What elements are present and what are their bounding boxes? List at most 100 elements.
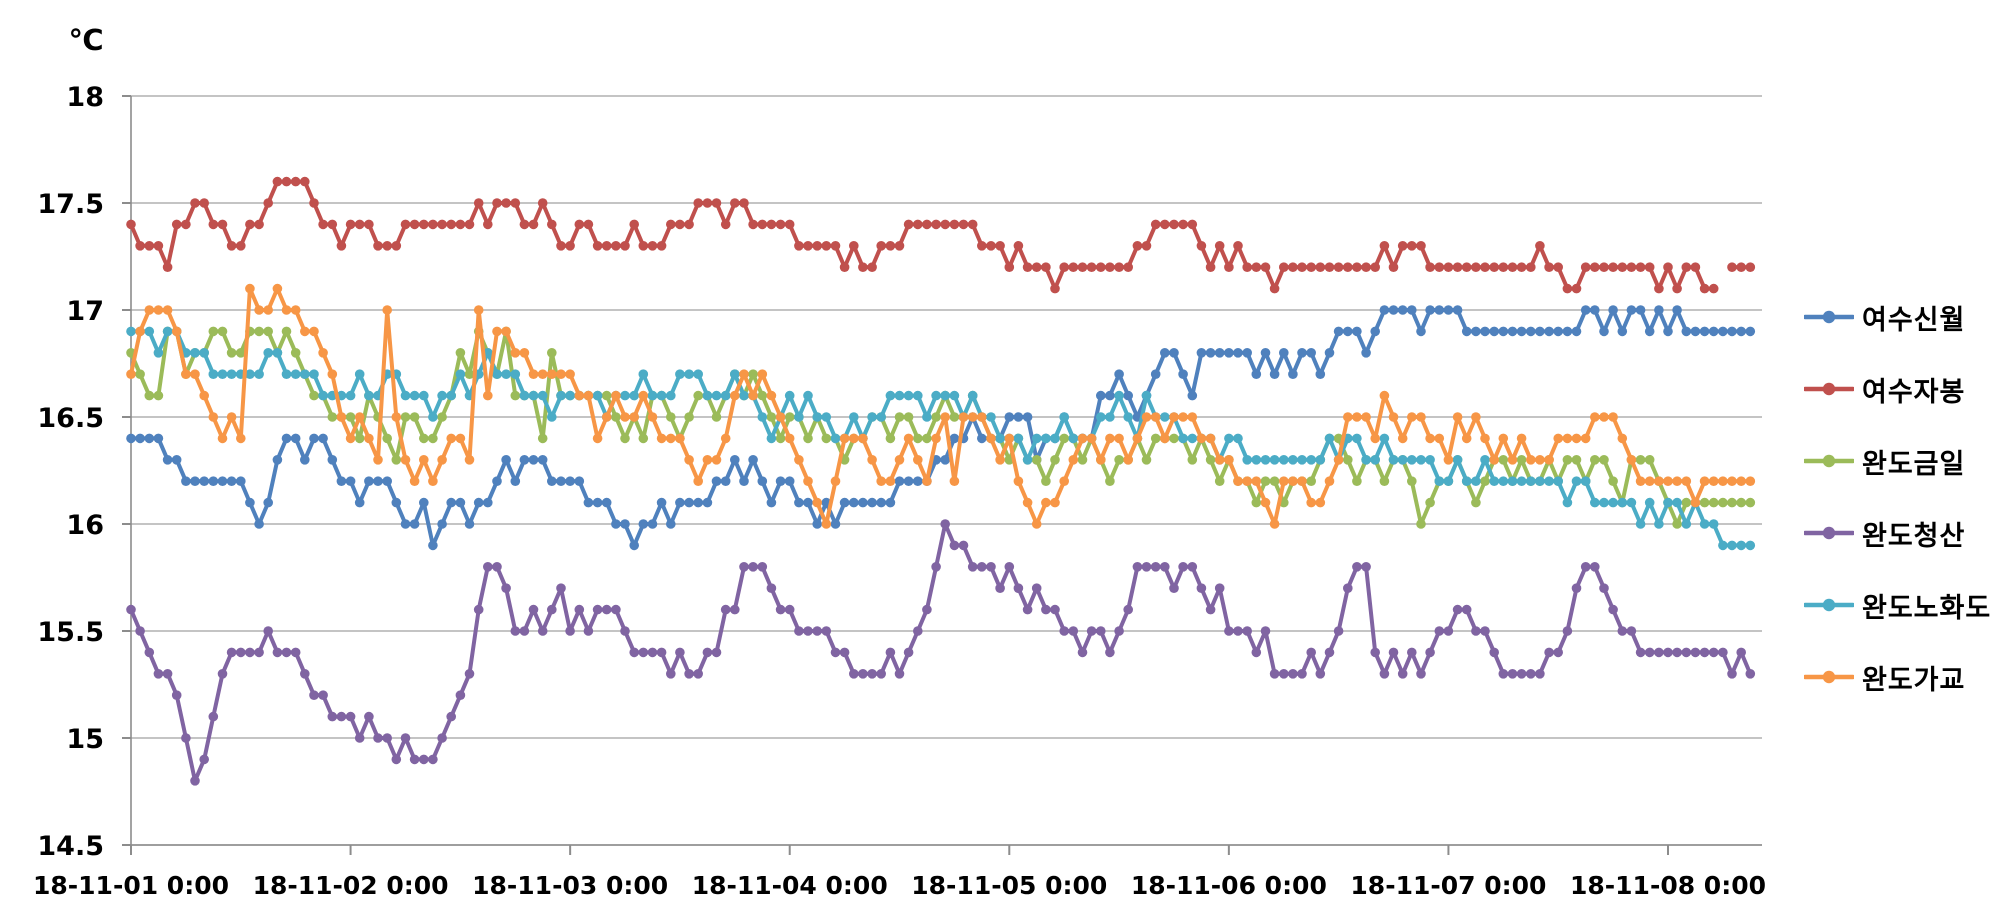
series-marker [629,412,639,422]
series-marker [592,390,603,401]
series-marker [1361,348,1371,358]
series-marker [1480,262,1490,273]
series-marker [803,626,813,636]
legend-item-1: 여수자봉 [1804,353,2009,425]
series-marker [1672,519,1682,529]
series-marker [949,433,960,444]
series-marker [1114,390,1124,401]
series-marker [1471,476,1481,487]
series-marker [382,305,393,315]
series-marker [400,519,411,529]
series-marker [1580,262,1591,273]
series-marker [1379,669,1390,679]
series-marker [409,219,420,230]
series-marker [1535,669,1545,679]
series-marker [290,369,301,380]
series-marker [144,433,155,444]
series-marker [327,412,338,422]
series-marker [1699,647,1710,658]
series-marker [1452,412,1463,422]
series-marker [1343,455,1353,465]
series-marker [318,219,328,230]
series-marker [528,390,539,401]
series-marker [1352,433,1362,444]
series-marker [290,348,301,358]
series-marker [1489,455,1499,465]
series-marker [217,476,228,487]
series-marker [583,497,594,508]
series-marker [1251,369,1262,380]
series-marker [1059,626,1069,636]
series-marker [208,412,219,422]
series-marker [1626,305,1637,315]
series-marker [181,733,191,743]
series-marker [839,262,850,273]
series-marker [903,647,914,658]
series-marker [894,669,905,679]
series-marker [611,519,621,529]
series-marker [1553,476,1563,487]
series-marker [1425,455,1435,465]
series-marker [1663,497,1673,508]
series-marker [830,519,841,529]
series-marker [766,412,777,422]
series-marker [1269,669,1280,679]
series-marker [1160,562,1170,572]
series-marker [675,647,685,658]
series-marker [922,412,932,422]
series-marker [949,219,960,230]
series-marker [473,305,484,315]
series-marker [126,219,136,230]
series-marker [510,626,521,636]
series-marker [720,604,731,615]
series-marker [1077,647,1088,658]
series-marker [1233,348,1243,358]
series-marker [839,497,850,508]
series-marker [757,369,768,380]
legend-line-marker-icon [1804,526,1854,540]
series-marker [1251,647,1262,658]
series-marker [1288,669,1298,679]
series-marker [1251,262,1262,273]
series-marker [1516,669,1527,679]
series-marker [803,497,813,508]
series-marker [830,433,841,444]
series-marker [1132,433,1143,444]
series-marker [528,369,539,380]
series-marker [1004,433,1015,444]
series-marker [419,219,429,230]
series-marker [1654,519,1664,529]
series-marker [1526,262,1536,273]
series-marker [519,626,530,636]
series-marker [400,412,411,422]
series-marker [354,412,365,422]
series-marker [1388,412,1399,422]
series-marker [1407,412,1417,422]
series-marker [226,369,237,380]
series-marker [739,198,749,208]
series-marker [1178,369,1188,380]
series-marker [1214,348,1225,358]
series-marker [1635,519,1646,529]
series-marker [373,241,383,251]
series-marker [419,390,429,401]
series-marker [1260,476,1271,487]
series-marker [1224,626,1234,636]
series-marker [1068,433,1079,444]
series-marker [977,433,987,444]
series-marker [995,433,1005,444]
series-marker [1077,433,1088,444]
series-marker [775,412,786,422]
series-marker [611,241,621,251]
series-marker [1361,455,1371,465]
series-marker [876,412,886,422]
series-marker [519,390,530,401]
series-marker [949,390,960,401]
series-marker [126,326,136,337]
series-marker [1516,326,1527,337]
series-marker [1599,412,1609,422]
series-marker [666,412,676,422]
series-marker [666,219,676,230]
series-marker [821,412,832,422]
series-marker [1333,262,1344,273]
